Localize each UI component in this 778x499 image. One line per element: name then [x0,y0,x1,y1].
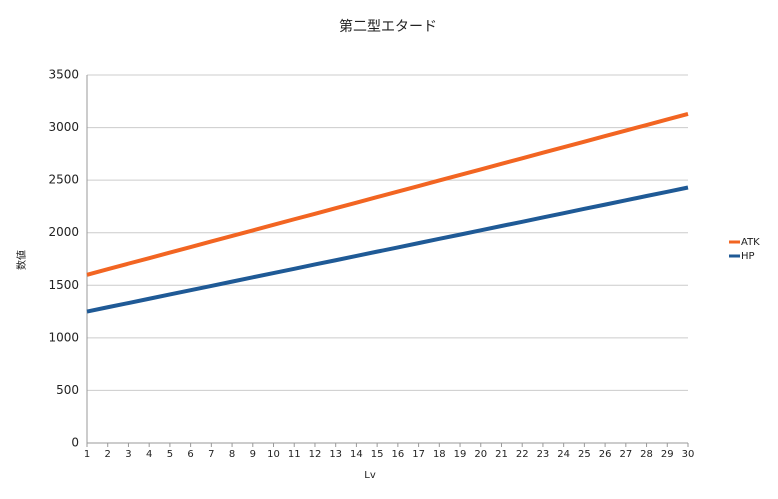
y-axis-label: 数値 [15,250,28,270]
x-tick-label: 18 [433,449,446,460]
x-tick-label: 13 [329,449,342,460]
x-tick-label: 28 [640,449,653,460]
x-tick-label: 20 [474,449,487,460]
x-tick-label: 27 [619,449,632,460]
x-tick-label: 5 [167,449,173,460]
x-tick-label: 3 [125,449,131,460]
x-tick-label: 1 [84,449,90,460]
y-tick-label: 1000 [48,330,79,344]
legend-label: HP [741,251,755,262]
x-tick-label: 26 [599,449,612,460]
x-tick-label: 29 [661,449,674,460]
x-tick-label: 14 [350,449,363,460]
y-tick-label: 0 [71,436,79,450]
x-tick-label: 7 [208,449,214,460]
x-tick-label: 21 [495,449,508,460]
y-tick-label: 2500 [48,173,79,187]
line-series [86,111,689,277]
x-tick-label: 22 [516,449,529,460]
x-tick-label: 23 [537,449,550,460]
x-tick-label: 6 [187,449,193,460]
x-tick-label: 2 [105,449,111,460]
y-tick-label: 1500 [48,278,79,292]
legend-label: ATK [741,237,760,248]
x-tick-label: 12 [309,449,322,460]
x-axis-label: Lv [364,470,376,481]
x-tick-label: 8 [229,449,235,460]
x-tick-label: 25 [578,449,591,460]
x-tick-label: 10 [267,449,280,460]
line-series [86,185,689,314]
x-tick-label: 4 [146,449,152,460]
x-tick-label: 9 [250,449,256,460]
x-tick-label: 17 [412,449,425,460]
x-tick-label: 24 [557,449,570,460]
y-tick-label: 3000 [48,120,79,134]
x-tick-label: 19 [454,449,467,460]
y-tick-label: 500 [56,383,79,397]
x-tick-label: 30 [682,449,695,460]
y-tick-label: 3500 [48,68,79,82]
y-tick-label: 2000 [48,225,79,239]
x-tick-label: 16 [391,449,404,460]
x-tick-label: 11 [288,449,301,460]
x-tick-label: 15 [371,449,384,460]
chart-title: 第二型エタード [339,18,437,35]
